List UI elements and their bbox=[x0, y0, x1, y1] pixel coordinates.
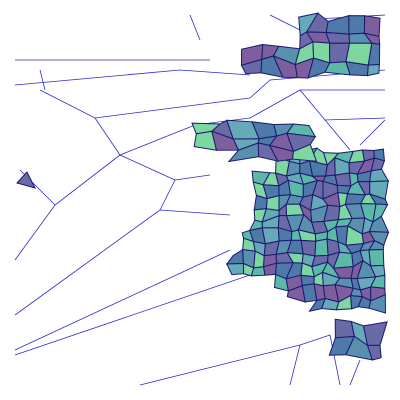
cell bbox=[366, 344, 382, 361]
cell bbox=[253, 194, 268, 211]
cell bbox=[348, 15, 366, 35]
cell bbox=[368, 249, 385, 267]
cell-cluster bbox=[191, 12, 390, 361]
cell bbox=[16, 171, 36, 189]
cell bbox=[366, 63, 380, 77]
cell bbox=[314, 238, 329, 257]
cell bbox=[265, 194, 280, 212]
cell bbox=[334, 172, 352, 187]
cell bbox=[250, 266, 266, 277]
cell bbox=[368, 294, 387, 314]
cell bbox=[291, 143, 318, 162]
cell bbox=[325, 31, 351, 44]
